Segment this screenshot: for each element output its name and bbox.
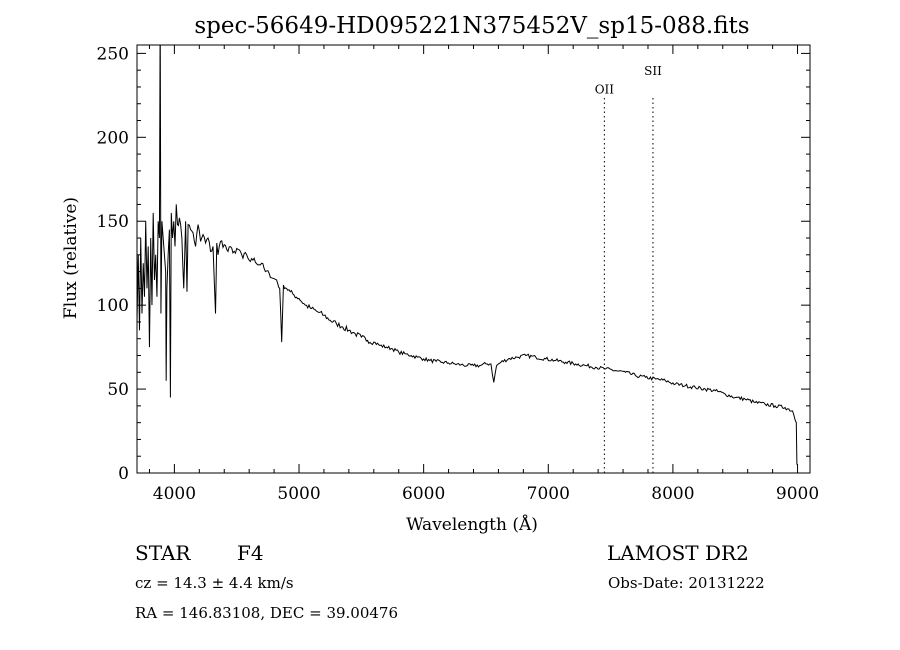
chart-title: spec-56649-HD095221N375452V_sp15-088.fit… (194, 13, 749, 39)
emission-line-label: SII (644, 64, 662, 78)
redshift-info: cz = 14.3 ± 4.4 km/s (135, 574, 294, 592)
x-tick-label: 9000 (776, 484, 819, 504)
spectrum-line (137, 45, 798, 465)
obs-date: Obs-Date: 20131222 (608, 574, 765, 592)
coordinates: RA = 146.83108, DEC = 39.00476 (135, 604, 399, 622)
y-tick-label: 50 (107, 380, 129, 400)
y-axis-label: Flux (relative) (61, 197, 81, 319)
axes: 4000 5000 6000 7000 8000 9000 0 50 100 150 200 250 (97, 44, 820, 504)
y-tick-label: 0 (118, 464, 129, 484)
y-tick-label: 100 (97, 296, 129, 316)
emission-line-label: OII (595, 83, 615, 97)
y-tick-label: 150 (97, 212, 129, 232)
object-class: STAR (135, 541, 191, 565)
x-tick-label: 4000 (153, 484, 196, 504)
spectrum-chart: spec-56649-HD095221N375452V_sp15-088.fit… (61, 13, 820, 535)
x-axis-label: Wavelength (Å) (406, 514, 538, 535)
annotations: OII SII (595, 64, 662, 473)
series-layer (137, 45, 798, 465)
x-tick-label: 5000 (277, 484, 320, 504)
survey-label: LAMOST DR2 (607, 541, 749, 565)
y-tick-label: 200 (97, 128, 129, 148)
x-tick-label: 7000 (527, 484, 570, 504)
plot-frame (136, 44, 811, 474)
x-tick-label: 8000 (651, 484, 694, 504)
subclass: F4 (237, 541, 264, 565)
y-tick-label: 250 (97, 44, 129, 64)
x-tick-label: 6000 (402, 484, 445, 504)
